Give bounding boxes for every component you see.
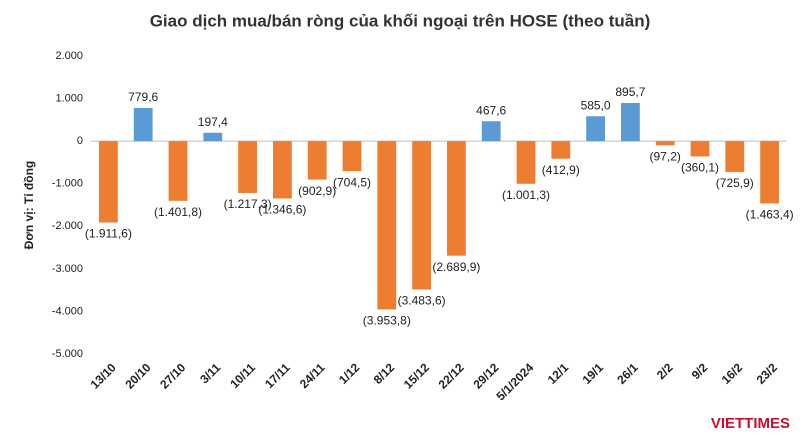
- y-tick-label: 1.000: [55, 92, 83, 104]
- x-tick-label: 5/1/2024: [493, 360, 536, 403]
- value-label: (1.346,6): [258, 203, 306, 217]
- x-tick-label: 29/12: [470, 360, 501, 391]
- value-label: (1.463,4): [746, 208, 794, 222]
- value-label: 779,6: [128, 90, 158, 104]
- value-label: (1.401,8): [154, 205, 202, 219]
- x-tick-label: 27/10: [157, 360, 188, 391]
- x-tick-label: 8/12: [371, 360, 398, 387]
- x-tick-label: 24/11: [297, 360, 328, 391]
- y-axis-title: Đơn vị: Tỉ đồng: [22, 161, 36, 250]
- bar: [725, 141, 745, 173]
- x-tick-label: 12/1: [545, 360, 572, 387]
- x-tick-label: 13/10: [88, 360, 119, 391]
- bar: [760, 141, 779, 204]
- y-tick-label: 0: [77, 135, 83, 147]
- value-label: (360,1): [681, 161, 719, 175]
- y-tick-label: -5.000: [52, 348, 83, 360]
- value-label: (1.217,3): [224, 197, 272, 211]
- bar: [447, 141, 466, 256]
- bar: [307, 141, 327, 180]
- value-label: (902,9): [298, 184, 336, 198]
- bar: [377, 141, 397, 310]
- x-tick-label: 17/11: [262, 360, 293, 391]
- value-label: 467,6: [476, 103, 506, 117]
- x-tick-label: 2/2: [654, 360, 676, 382]
- value-label: 197,4: [198, 115, 228, 129]
- value-label: 585,0: [581, 98, 611, 112]
- value-label: (3.953,8): [363, 314, 411, 328]
- bar: [516, 141, 536, 184]
- bar: [273, 141, 292, 199]
- x-tick-label: 10/11: [227, 360, 258, 391]
- bar: [621, 103, 640, 142]
- bar: [203, 132, 223, 142]
- bar: [238, 141, 257, 193]
- value-label: (725,9): [716, 176, 754, 190]
- bar: [99, 141, 118, 223]
- x-tick-label: 15/12: [401, 360, 432, 391]
- bar: [133, 107, 153, 142]
- x-tick-label: 3/11: [197, 360, 223, 386]
- value-label: (412,9): [542, 163, 580, 177]
- value-label: (704,5): [333, 175, 371, 189]
- x-tick-label: 19/1: [580, 360, 607, 387]
- bar: [655, 141, 675, 146]
- bar: [551, 141, 571, 159]
- y-tick-label: -1.000: [52, 178, 83, 190]
- bar: [168, 141, 188, 201]
- x-tick-label: 1/12: [336, 360, 363, 387]
- bar: [690, 141, 710, 157]
- bar: [586, 116, 605, 142]
- x-tick-label: 22/12: [436, 360, 467, 391]
- x-tick-label: 23/2: [754, 360, 781, 387]
- x-tick-label: 16/2: [719, 360, 746, 387]
- y-tick-label: -4.000: [52, 305, 83, 317]
- x-tick-label: 9/2: [689, 360, 711, 382]
- logo: VIETTIMES: [711, 415, 790, 432]
- value-label: (2.689,9): [432, 260, 480, 274]
- value-label: (97,2): [650, 149, 681, 163]
- y-tick-label: -3.000: [52, 263, 83, 275]
- value-label: (3.483,6): [398, 294, 446, 308]
- y-tick-label: -2.000: [52, 220, 83, 232]
- chart-title: Giao dịch mua/bán ròng của khối ngoại tr…: [150, 11, 651, 30]
- x-tick-label: 20/10: [122, 360, 153, 391]
- bar: [342, 141, 362, 172]
- value-label: (1.001,3): [502, 188, 550, 202]
- value-label: (1.911,6): [85, 227, 132, 241]
- bar: [412, 141, 431, 290]
- x-tick-label: 26/1: [614, 360, 641, 387]
- value-label: 895,7: [615, 85, 645, 99]
- y-tick-label: 2.000: [55, 50, 83, 62]
- bar: [481, 121, 501, 142]
